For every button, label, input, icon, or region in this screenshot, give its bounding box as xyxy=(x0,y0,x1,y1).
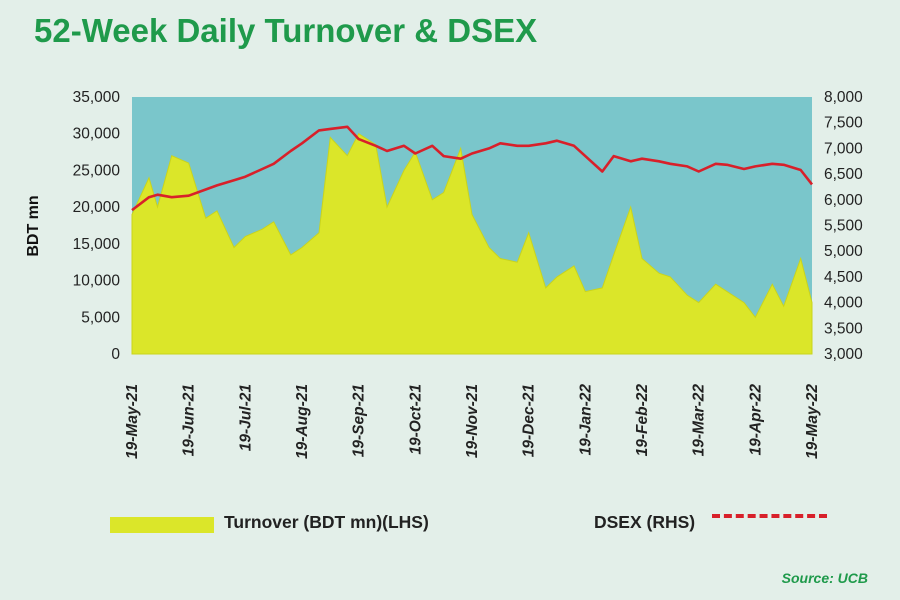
legend-turnover-label: Turnover (BDT mn)(LHS) xyxy=(224,512,429,532)
x-tick-label: 19-May-22 xyxy=(804,384,821,459)
x-tick-label: 19-Apr-22 xyxy=(747,384,764,456)
y-axis-right: 8,000 7,500 7,000 6,500 6,000 5,500 5,000 4,500… xyxy=(824,89,863,363)
legend-dsex-line xyxy=(712,514,827,518)
y-tick-label: 5,000 xyxy=(81,309,120,326)
x-tick-label: 19-Sep-21 xyxy=(351,384,368,457)
y2-tick-label: 5,000 xyxy=(824,243,863,260)
y-tick-label: 25,000 xyxy=(73,162,121,179)
y2-tick-label: 5,500 xyxy=(824,218,863,235)
y-axis-left: 35,000 30,000 25,000 20,000 15,000 10,000 5,00… xyxy=(73,89,121,363)
source-note: Source: UCB xyxy=(781,570,868,586)
chart-title: 52-Week Daily Turnover & DSEX xyxy=(34,12,538,49)
y-tick-label: 20,000 xyxy=(73,199,121,216)
y2-tick-label: 4,000 xyxy=(824,295,863,312)
x-tick-label: 19-Mar-22 xyxy=(691,384,708,457)
x-tick-label: 19-Dec-21 xyxy=(521,384,538,457)
dsex-line xyxy=(131,125,814,212)
y2-tick-label: 6,500 xyxy=(824,166,863,183)
x-tick-label: 19-Jul-21 xyxy=(237,384,254,451)
x-tick-label: 19-Jun-21 xyxy=(181,384,198,456)
y2-tick-label: 6,000 xyxy=(824,192,863,209)
legend-turnover-swatch xyxy=(110,517,214,533)
x-tick-label: 19-Aug-21 xyxy=(294,384,311,459)
legend-dsex-label: DSEX (RHS) xyxy=(594,512,696,532)
y2-tick-label: 8,000 xyxy=(824,89,863,106)
x-tick-label: 19-Jan-22 xyxy=(577,384,594,456)
y2-tick-label: 7,000 xyxy=(824,140,863,157)
y-axis-title: BDT mn xyxy=(25,195,42,256)
y-tick-label: 15,000 xyxy=(73,236,121,253)
y-tick-label: 30,000 xyxy=(73,126,121,143)
y2-tick-label: 4,500 xyxy=(824,269,863,286)
y2-tick-label: 7,500 xyxy=(824,115,863,132)
y-tick-label: 35,000 xyxy=(73,89,121,106)
y2-tick-label: 3,500 xyxy=(824,320,863,337)
x-tick-label: 19-May-21 xyxy=(124,384,141,459)
x-tick-label: 19-Feb-22 xyxy=(634,384,651,457)
x-axis: 19-May-21 19-Jun-21 19-Jul-21 19-Aug-21 19-S… xyxy=(124,384,821,459)
y2-tick-label: 3,000 xyxy=(824,346,863,363)
x-tick-label: 19-Nov-21 xyxy=(464,384,481,458)
y-tick-label: 10,000 xyxy=(73,273,121,290)
x-tick-label: 19-Oct-21 xyxy=(407,384,424,455)
turnover-area xyxy=(131,132,813,355)
y-tick-label: 0 xyxy=(111,346,120,363)
